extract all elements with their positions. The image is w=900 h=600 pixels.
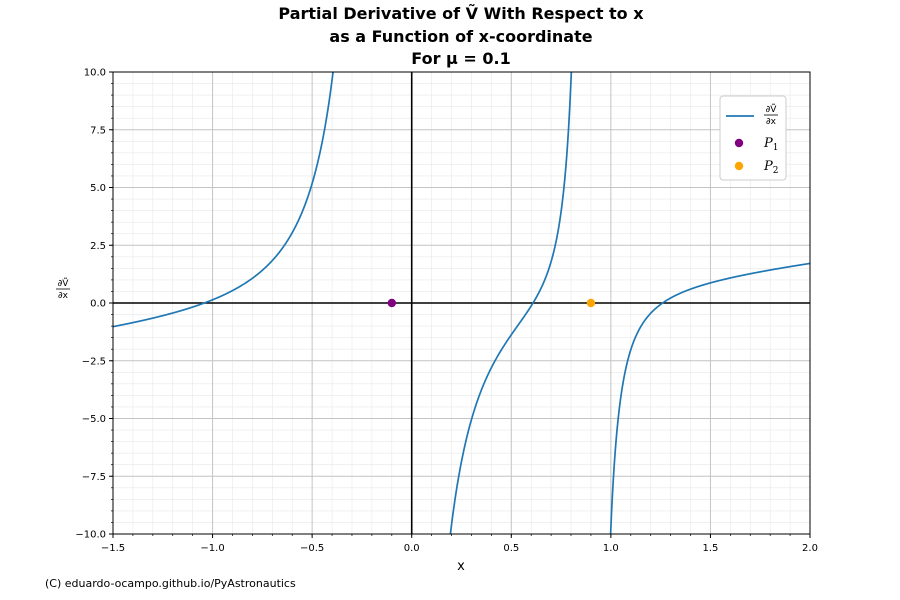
x-tick-label: 2.0 [802,543,818,554]
x-tick-label: 0.5 [503,543,519,554]
y-tick-label: −2.5 [82,356,106,367]
y-tick-label: 7.5 [90,125,106,136]
series-line-segment-3 [609,262,810,534]
y-tick-label: −7.5 [82,472,106,483]
x-tick-label: 0.0 [404,543,420,554]
point-p2 [586,298,596,308]
x-tick-label: −0.5 [300,543,324,554]
x-tick-label: 1.5 [702,543,718,554]
y-axis-label-denominator: ∂x [58,291,69,301]
legend-marker-p1 [734,138,744,148]
series-line-segment-1 [113,72,334,328]
legend-box [719,95,787,181]
y-tick-label: −10.0 [75,530,106,541]
x-tick-label: −1.0 [200,543,224,554]
legend-subscript: 1 [773,143,779,153]
x-tick-label: −1.5 [101,543,125,554]
legend-subscript: 2 [773,166,779,176]
x-tick-labels: −1.5 −1.0 −0.5 0.0 0.5 1.0 1.5 2.0 [101,543,818,554]
plot-series [113,72,810,534]
zero-axes [113,72,810,534]
series-line-segment-2 [449,72,573,534]
y-tick-label: 10.0 [84,68,106,79]
point-p1 [387,298,396,308]
legend-label-numerator: ∂Ṽ [766,103,778,115]
legend-marker-p2 [734,161,744,171]
chart-title: Partial Derivative of Ṽ With Respect to … [278,4,644,68]
y-tick-label: 5.0 [90,183,106,194]
title-line-1: Partial Derivative of Ṽ With Respect to … [278,4,644,23]
ticks [109,71,811,538]
title-line-2: as a Function of x-coordinate [329,27,592,46]
credit-text: (C) eduardo-ocampo.github.io/PyAstronaut… [45,577,296,590]
y-axis-label-numerator: ∂Ṽ [58,277,70,289]
x-tick-label: 1.0 [603,543,619,554]
x-axis-label: x [457,559,465,574]
y-axis-label: ∂Ṽ ∂x [56,277,70,301]
y-tick-label: −5.0 [82,414,106,425]
title-line-3: For μ = 0.1 [411,49,510,68]
legend-label-denominator: ∂x [766,117,777,127]
y-tick-label: 2.5 [90,241,106,252]
y-tick-labels: −10.0 −7.5 −5.0 −2.5 0.0 2.5 5.0 7.5 10.0 [75,68,106,541]
y-tick-label: 0.0 [90,299,106,310]
